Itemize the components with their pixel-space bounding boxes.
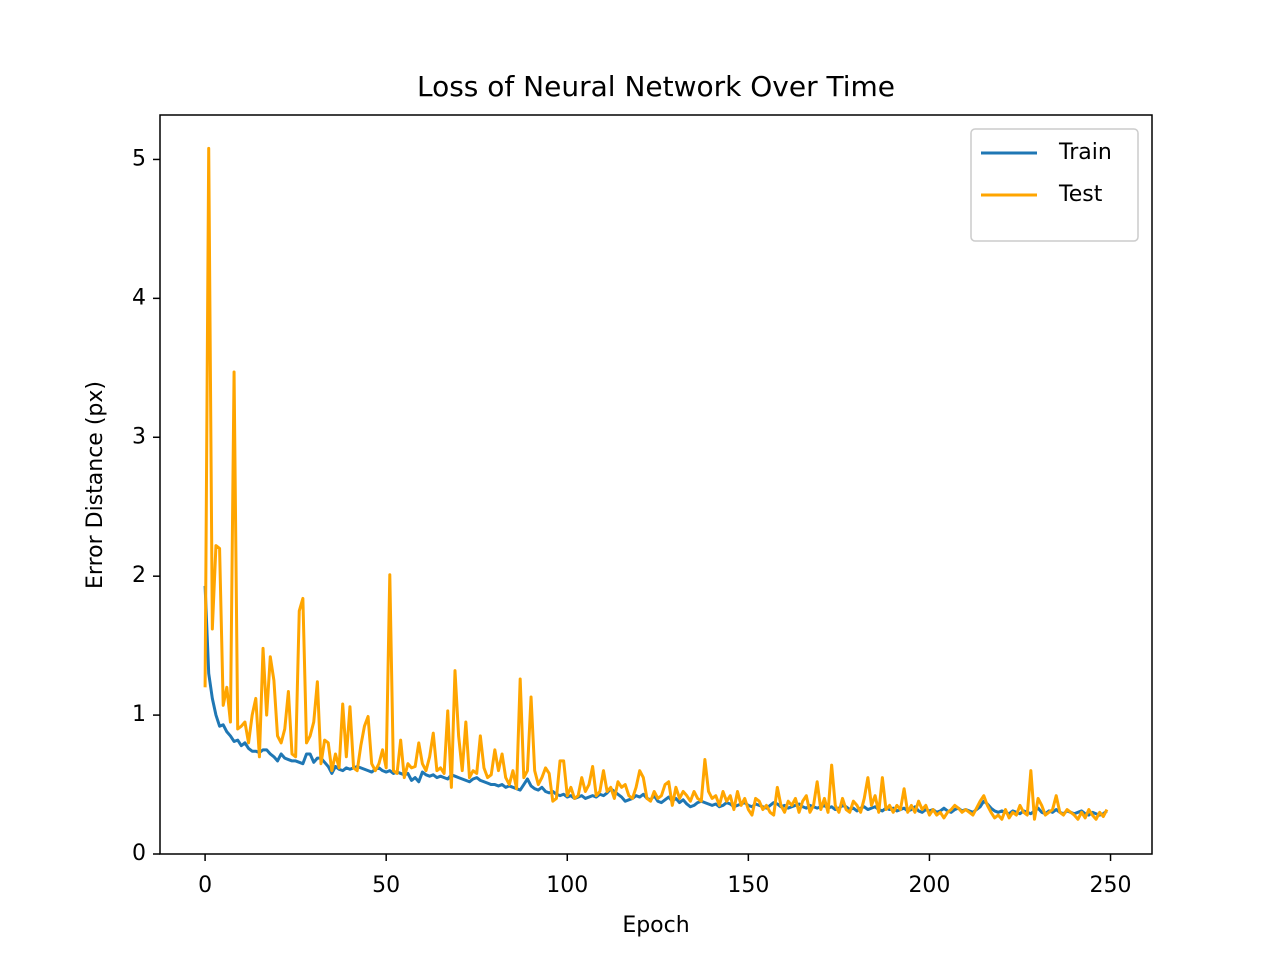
y-tick-label: 2 <box>132 563 146 588</box>
x-tick-label: 0 <box>198 873 212 898</box>
x-tick-label: 100 <box>546 873 588 898</box>
x-tick-label: 50 <box>372 873 400 898</box>
series-line <box>203 585 1108 817</box>
chart-title: Loss of Neural Network Over Time <box>417 70 895 103</box>
x-tick-label: 150 <box>727 873 769 898</box>
series-line <box>203 146 1109 821</box>
y-axis-label: Error Distance (px) <box>83 381 108 589</box>
y-tick-label: 3 <box>132 424 146 449</box>
y-tick-label: 0 <box>132 841 146 866</box>
x-tick-label: 250 <box>1090 873 1132 898</box>
legend-label: Train <box>1058 140 1112 165</box>
legend-label: Test <box>1058 182 1103 207</box>
x-axis-label: Epoch <box>622 913 689 938</box>
x-tick-label: 200 <box>908 873 950 898</box>
y-tick-label: 4 <box>132 285 146 310</box>
y-tick-label: 5 <box>132 146 146 171</box>
legend-box <box>970 128 1139 242</box>
plot-frame <box>159 114 1153 855</box>
y-tick-label: 1 <box>132 702 146 727</box>
